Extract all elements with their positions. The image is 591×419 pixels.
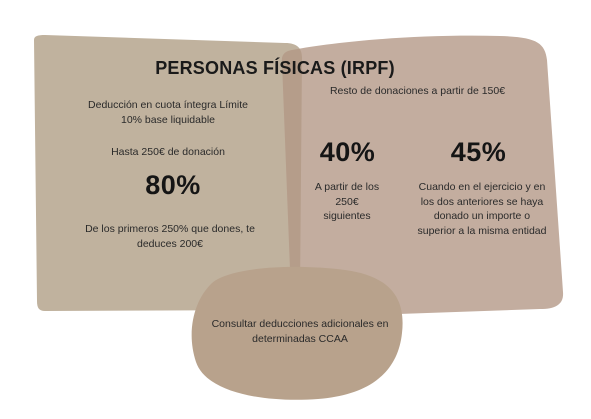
up-to-250-text: Hasta 250€ de donación (111, 146, 225, 158)
remaining-donations-header: Resto de donaciones a partir de 150€ (329, 85, 506, 97)
page-title: PERSONAS FÍSICAS (IRPF) (155, 58, 395, 78)
first-250-footnote: De los primeros 250% que dones, te deduc… (85, 223, 255, 250)
percentage-45: 45% (450, 137, 507, 167)
repeat-donor-text: Cuando en el ejercicio y en los dos ante… (417, 181, 547, 237)
consult-ccaa-text: Consultar deducciones adicionales en det… (211, 318, 389, 345)
right-panel-shape (281, 35, 564, 318)
left-panel-shape (34, 35, 302, 311)
percentage-80: 80% (145, 170, 201, 200)
from-250-text: A partir de los 250€ siguientes (314, 181, 380, 222)
percentage-40: 40% (319, 137, 376, 167)
deduction-text: Deducción en cuota íntegra Límite 10% ba… (88, 99, 248, 126)
bottom-panel-shape (191, 266, 403, 400)
